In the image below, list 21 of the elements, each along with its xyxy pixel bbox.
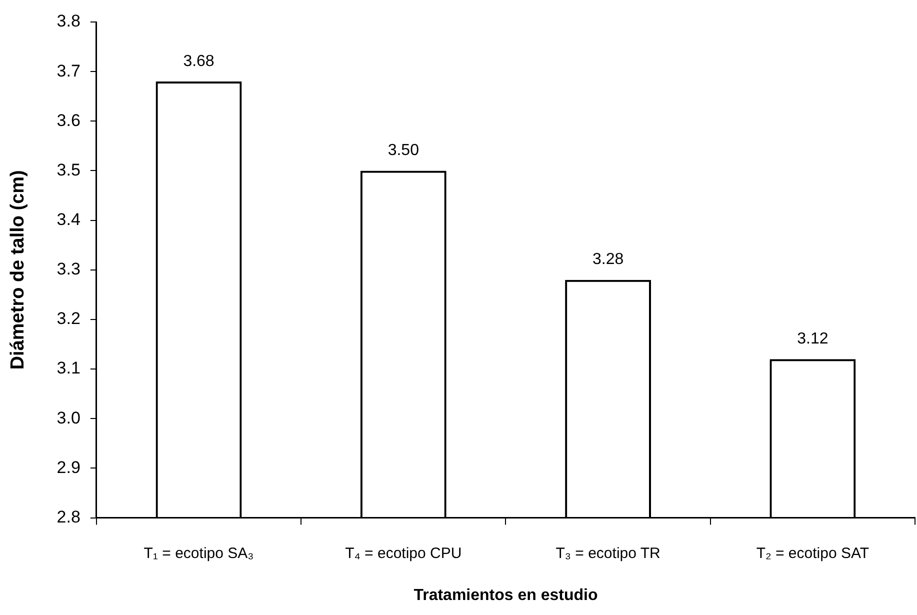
y-tick-label: 3.3 (56, 260, 80, 279)
y-tick-label: 3.5 (56, 160, 80, 180)
x-tick-label: T₄ = ecotipo CPU (345, 544, 462, 562)
data-label: 3.68 (183, 52, 214, 70)
x-tick-label: T₃ = ecotipo TR (556, 544, 661, 562)
y-tick-label: 3.4 (56, 210, 80, 230)
y-tick-label: 3.1 (56, 358, 80, 378)
data-label: 3.28 (592, 251, 624, 268)
y-tick-label: 3.8 (56, 12, 80, 31)
x-tick-label: T₂ = ecotipo SAT (756, 544, 870, 562)
y-tick-label: 2.8 (56, 507, 80, 526)
y-tick-label: 2.9 (56, 458, 80, 477)
x-axis-title: Tratamientos en estudio (414, 586, 598, 604)
y-tick-label: 3.0 (56, 408, 80, 428)
data-label: 3.12 (797, 330, 828, 348)
y-axis-title: Diámetro de tallo (cm) (8, 170, 29, 370)
y-tick-label: 3.2 (56, 309, 80, 328)
y-tick-label: 3.6 (56, 110, 80, 130)
x-tick-label: T₁ = ecotipo SA₃ (144, 544, 254, 562)
y-tick-label: 3.7 (56, 61, 80, 80)
data-label: 3.50 (388, 142, 420, 160)
